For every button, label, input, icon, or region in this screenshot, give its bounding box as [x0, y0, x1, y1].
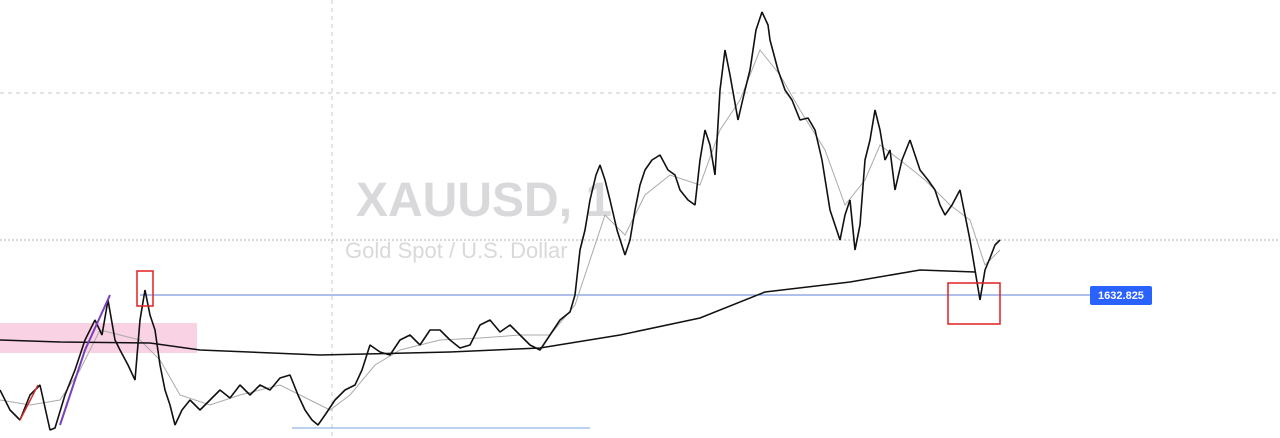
highlight-box	[947, 282, 1001, 325]
price-label-box	[1090, 286, 1152, 305]
highlight-box	[136, 270, 154, 307]
watermark-symbol: XAUUSD, 1	[356, 174, 612, 227]
price-series	[0, 11, 1001, 431]
moving-average-fast	[0, 49, 1001, 411]
watermark-name: Gold Spot / U.S. Dollar	[345, 238, 568, 263]
price-label: 1632.825	[1098, 290, 1144, 302]
trend-line	[59, 294, 111, 426]
moving-average-slow	[0, 269, 976, 356]
trend-line	[19, 384, 39, 421]
